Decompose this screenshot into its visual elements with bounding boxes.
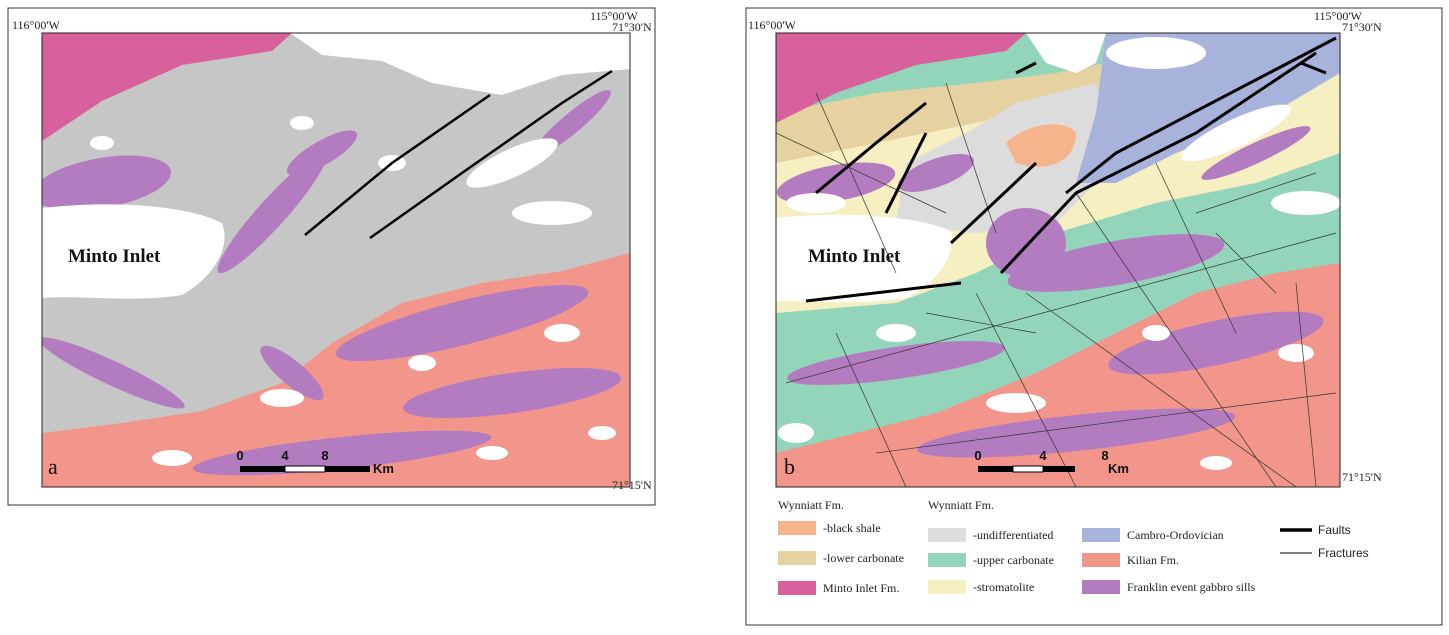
legend-swatch xyxy=(778,551,816,565)
legend-label: Kilian Fm. xyxy=(1127,553,1179,567)
legend-label: -upper carbonate xyxy=(973,553,1054,567)
legend-swatch xyxy=(928,528,966,542)
scale-bar: 0 4 8 Km xyxy=(974,448,1129,476)
legend-label: -black shale xyxy=(823,521,881,535)
legend-label: Minto Inlet Fm. xyxy=(823,581,899,595)
scale-label: 0 xyxy=(974,448,981,463)
legend-swatch xyxy=(778,581,816,595)
scale-unit: Km xyxy=(373,461,394,476)
legend-swatch xyxy=(778,521,816,535)
coord-label: 115°00'W xyxy=(590,9,639,23)
legend: Wynniatt Fm. -black shale -lower carbonate… xyxy=(778,498,1369,595)
coord-label: 116°00'W xyxy=(748,18,797,32)
scale-unit: Km xyxy=(1108,461,1129,476)
place-label: Minto Inlet xyxy=(68,246,161,267)
coord-label: 115°00'W xyxy=(1314,9,1363,23)
scale-label: 0 xyxy=(236,448,243,463)
panel-label: a xyxy=(48,454,58,479)
panel-b: 116°00'W 115°00'W 71°30'N 71°15'N Minto … xyxy=(745,7,1443,626)
coord-label: 71°15'N xyxy=(612,478,652,492)
legend-label: Cambro-Ordovician xyxy=(1127,528,1224,542)
legend-swatch xyxy=(928,553,966,567)
scale-label: 8 xyxy=(321,448,328,463)
scale-label: 4 xyxy=(281,448,289,463)
map-a xyxy=(42,33,630,487)
legend-swatch xyxy=(1082,553,1120,567)
coord-label: 116°00'W xyxy=(12,18,61,32)
scale-bar: 0 4 8 Km xyxy=(236,448,394,476)
legend-label: Fractures xyxy=(1318,546,1369,560)
legend-swatch xyxy=(928,580,966,594)
scale-label: 8 xyxy=(1101,448,1108,463)
map-b xyxy=(776,33,1340,487)
scale-label: 4 xyxy=(1039,448,1047,463)
legend-label: Faults xyxy=(1318,523,1351,537)
coord-label: 71°30'N xyxy=(612,20,652,34)
coord-label: 71°30'N xyxy=(1342,20,1382,34)
panel-a: 116°00'W 115°00'W 71°30'N 71°15'N Minto … xyxy=(7,7,656,506)
legend-label: Franklin event gabbro sills xyxy=(1127,580,1256,594)
legend-label: -undifferentiated xyxy=(973,528,1053,542)
panel-label: b xyxy=(784,454,795,479)
legend-swatch xyxy=(1082,580,1120,594)
legend-label: -lower carbonate xyxy=(823,551,904,565)
coord-label: 71°15'N xyxy=(1342,470,1382,484)
legend-swatch xyxy=(1082,528,1120,542)
legend-heading: Wynniatt Fm. xyxy=(778,498,844,512)
legend-label: -stromatolite xyxy=(973,580,1034,594)
place-label: Minto Inlet xyxy=(808,246,901,267)
legend-heading: Wynniatt Fm. xyxy=(928,498,994,512)
